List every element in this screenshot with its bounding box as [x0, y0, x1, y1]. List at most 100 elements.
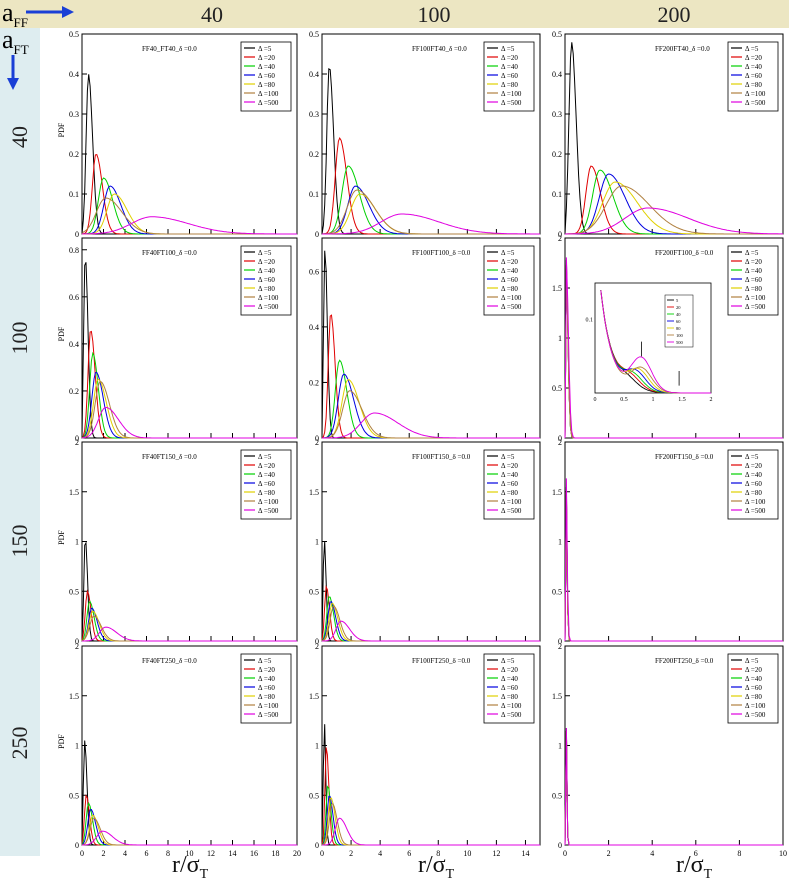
- x-tick-label: 6: [145, 849, 149, 858]
- x-tick-label: 16: [250, 849, 258, 858]
- y-tick-label: 0.5: [69, 587, 79, 596]
- panel-title: FF200FT150_δ =0.0: [655, 453, 714, 461]
- panel-title: FF100FT100_δ =0.0: [412, 249, 471, 257]
- legend-label: Δ =5: [501, 453, 515, 461]
- legend-label: Δ =100: [501, 90, 522, 98]
- legend-label: Δ =80: [745, 489, 762, 497]
- series-line-6: [82, 830, 297, 846]
- legend-label: Δ =40: [745, 63, 762, 71]
- x-tick-label: 8: [737, 849, 741, 858]
- y-tick-label: 0: [558, 230, 562, 239]
- aft-label: aFT: [2, 25, 29, 57]
- y-tick-label: 0.4: [552, 70, 562, 79]
- panel-8: 0 0.5 1 1.5 2 FF200FT150_δ =0.0 Δ =5Δ =20Δ =40…: [552, 438, 784, 646]
- legend-box: [240, 449, 292, 520]
- legend-label: Δ =40: [501, 675, 518, 683]
- panel-3: 0 0.2 0.4 0.6 0.8 PDF FF40FT100_δ =0.0 Δ =5Δ =2…: [57, 237, 298, 443]
- y-tick-label: 0: [75, 637, 79, 646]
- legend-label: Δ =100: [745, 498, 766, 506]
- y-tick-label: 0.1: [552, 190, 562, 199]
- y-tick-label: 0.4: [309, 70, 319, 79]
- legend-label: Δ =40: [745, 267, 762, 275]
- series-line-6: [81, 406, 297, 439]
- inset-x-tick-label: 1: [652, 397, 655, 403]
- inset-legend-label: 100: [676, 333, 684, 338]
- panel-7: 0 0.5 1 1.5 2 FF100FT150_δ =0.0 Δ =5Δ =20Δ =40…: [309, 438, 541, 646]
- legend-label: Δ =40: [501, 471, 518, 479]
- y-tick-label: 0: [75, 841, 79, 850]
- inset-series-6: [600, 290, 711, 394]
- legend-box: [483, 245, 535, 316]
- y-tick-label: 1.5: [69, 692, 79, 701]
- panel-title: FF40FT100_δ =0.0: [142, 249, 197, 257]
- inset-legend-label: 5: [676, 298, 679, 303]
- x-tick-label: 14: [521, 849, 529, 858]
- legend-label: Δ =20: [745, 462, 762, 470]
- y-tick-label: 0.2: [309, 378, 319, 387]
- y-tick-label: 1: [315, 742, 319, 751]
- y-tick-label: 0: [315, 637, 319, 646]
- legend-label: Δ =60: [745, 684, 762, 692]
- y-tick-label: 0: [315, 230, 319, 239]
- y-tick-label: 0.5: [552, 587, 562, 596]
- y-tick-label: 0.6: [309, 267, 319, 276]
- legend-label: Δ =100: [258, 702, 279, 710]
- column-label-200: 200: [657, 2, 691, 27]
- panel-title: FF100FT40_δ =0.0: [412, 45, 467, 53]
- y-tick-label: 0: [315, 434, 319, 443]
- series-line-6: [565, 207, 783, 235]
- legend-label: Δ =100: [745, 702, 766, 710]
- x-tick-label: 10: [463, 849, 471, 858]
- legend-label: Δ =500: [745, 99, 766, 107]
- legend-label: Δ =20: [501, 666, 518, 674]
- legend-label: Δ =20: [501, 258, 518, 266]
- y-tick-label: 0.1: [69, 190, 79, 199]
- panel-title: FF40FT150_δ =0.0: [142, 453, 197, 461]
- y-tick-label: 1.5: [309, 488, 319, 497]
- y-tick-label: 0.5: [552, 30, 562, 39]
- y-tick-label: 0.5: [552, 791, 562, 800]
- legend-label: Δ =5: [501, 249, 515, 257]
- legend-box: [483, 449, 535, 520]
- legend-label: Δ =80: [258, 81, 275, 89]
- column-header-bar: [0, 0, 789, 28]
- xlabel-col-40: r/σT: [172, 852, 209, 882]
- legend-label: Δ =5: [501, 45, 515, 53]
- legend-label: Δ =500: [501, 507, 522, 515]
- y-tick-label: 0: [75, 230, 79, 239]
- y-tick-label: 2: [75, 438, 79, 447]
- y-tick-label: 0.4: [309, 323, 319, 332]
- y-tick-label: 1.5: [552, 284, 562, 293]
- x-tick-label: 10: [186, 849, 194, 858]
- legend-label: Δ =5: [258, 453, 272, 461]
- y-tick-label: 1.5: [69, 488, 79, 497]
- y-tick-label: 1: [558, 538, 562, 547]
- down-arrow-head-icon: [7, 78, 19, 90]
- y-tick-label: 1: [75, 538, 79, 547]
- legend-label: Δ =20: [258, 258, 275, 266]
- inset-x-tick-label: 2: [710, 397, 713, 403]
- legend-label: Δ =20: [258, 54, 275, 62]
- panel-10: 0 0.5 1 1.5 2 0 2 4 6 8 10 12 14 FF100FT250_δ =0.0 Δ =…: [309, 642, 541, 858]
- legend-label: Δ =500: [501, 711, 522, 719]
- legend-label: Δ =100: [258, 294, 279, 302]
- y-tick-label: 0.5: [69, 30, 79, 39]
- y-tick-label: 2: [558, 234, 562, 243]
- y-tick-label: 0.5: [309, 587, 319, 596]
- legend-label: Δ =20: [501, 462, 518, 470]
- x-tick-label: 0: [80, 849, 84, 858]
- panel-title: FF100FT250_δ =0.0: [412, 657, 471, 665]
- x-tick-label: 6: [407, 849, 411, 858]
- column-label-100: 100: [417, 2, 451, 27]
- legend-label: Δ =100: [745, 90, 766, 98]
- y-tick-label: 0.1: [309, 190, 319, 199]
- legend-label: Δ =5: [258, 657, 272, 665]
- y-tick-label: 0.5: [309, 30, 319, 39]
- column-label-40: 40: [201, 2, 223, 27]
- inset-x-tick-label: 0: [594, 397, 597, 403]
- x-tick-label: 0: [563, 849, 567, 858]
- series-line-5: [564, 185, 783, 235]
- legend-label: Δ =100: [258, 90, 279, 98]
